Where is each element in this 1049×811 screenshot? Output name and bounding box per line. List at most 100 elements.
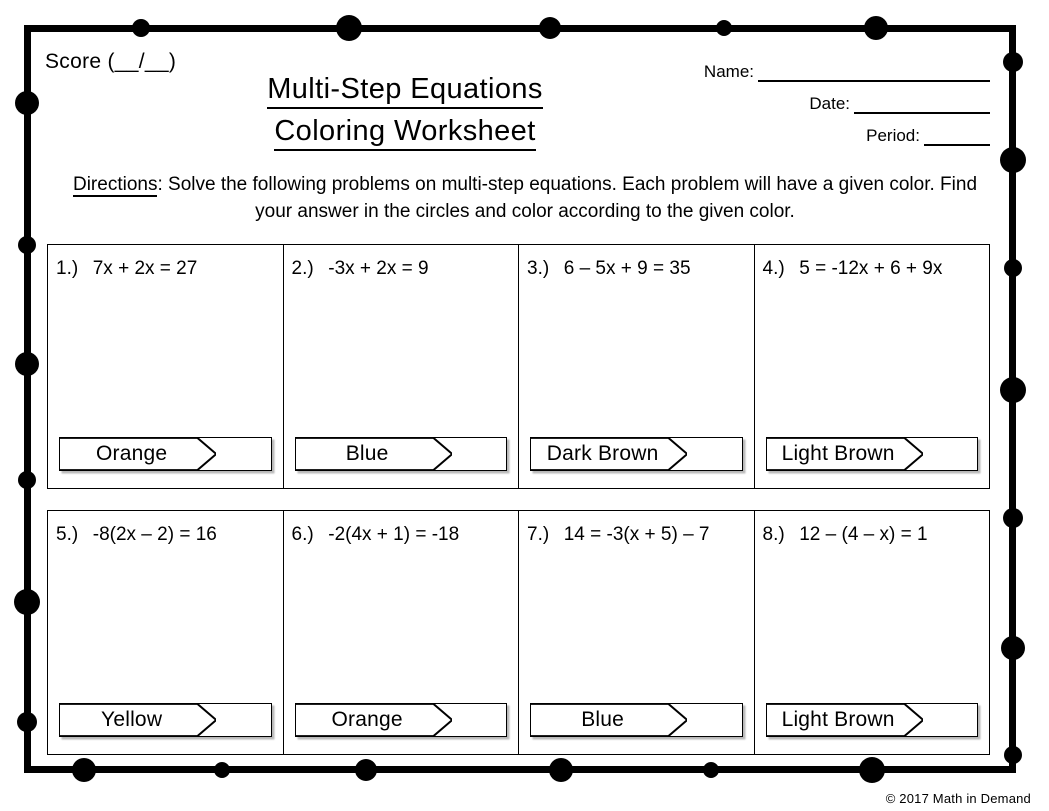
border-dot-left (15, 91, 39, 115)
problem-number: 3.) (527, 258, 550, 279)
border-dot-top (539, 17, 561, 39)
banner-arrow-shape: Dark Brown (530, 437, 688, 471)
problem-statement: 6.) -2(4x + 1) = -18 (284, 524, 519, 546)
color-label: Light Brown (781, 708, 895, 731)
color-banner: Blue (530, 703, 743, 737)
border-dot-bottom (355, 759, 377, 781)
border-dot-left (17, 712, 37, 732)
problem-cell: 7.) 14 = -3(x + 5) – 7 Blue (519, 511, 755, 754)
problem-equation: 6 – 5x + 9 = 35 (553, 258, 691, 279)
color-label: Dark Brown (546, 442, 659, 465)
copyright-notice: © 2017 Math in Demand (885, 791, 1031, 806)
banner-arrow-shape: Orange (294, 703, 452, 737)
date-label: Date: (809, 94, 850, 113)
color-banner: Light Brown (765, 437, 978, 471)
score-field: Score (__/__) (45, 50, 177, 73)
work-area[interactable] (755, 289, 990, 432)
problem-table-row-2: 5.) -8(2x – 2) = 16 Yellow 6.) -2(4x + 1) … (47, 510, 990, 755)
color-banner: Yellow (59, 703, 272, 737)
period-input-line[interactable] (924, 131, 990, 146)
border-dot-right (1004, 259, 1022, 277)
banner-arrow-shape: Blue (294, 437, 452, 471)
border-dot-right (1004, 746, 1022, 764)
border-dot-top (864, 16, 888, 40)
color-label: Blue (345, 442, 389, 465)
border-dot-left (15, 352, 39, 376)
problem-number: 2.) (291, 258, 314, 279)
name-row: Name: (650, 62, 990, 82)
name-label: Name: (703, 62, 754, 81)
color-banner: Blue (294, 437, 507, 471)
problem-equation: -2(4x + 1) = -18 (317, 524, 460, 545)
problem-equation: 14 = -3(x + 5) – 7 (553, 524, 710, 545)
problem-cell: 5.) -8(2x – 2) = 16 Yellow (48, 511, 284, 754)
border-dot-bottom (703, 762, 719, 778)
border-dot-right (1000, 377, 1026, 403)
problem-number: 5.) (56, 524, 79, 545)
problem-equation: -3x + 2x = 9 (317, 258, 429, 279)
title-line-2: Coloring Worksheet (274, 114, 536, 152)
border-dot-top (132, 19, 150, 37)
period-label: Period: (866, 126, 920, 145)
problem-equation: 12 – (4 – x) = 1 (788, 524, 928, 545)
color-banner: Dark Brown (530, 437, 743, 471)
color-label: Yellow (101, 708, 163, 731)
color-banner: Orange (59, 437, 272, 471)
banner-arrow-shape: Blue (530, 703, 688, 737)
work-area[interactable] (48, 289, 283, 432)
name-input-line[interactable] (758, 67, 990, 82)
date-input-line[interactable] (854, 99, 990, 114)
page-title: Multi-Step Equations Coloring Worksheet (240, 72, 570, 152)
problem-statement: 8.) 12 – (4 – x) = 1 (755, 524, 990, 546)
problem-cell: 1.) 7x + 2x = 27 Orange (48, 245, 284, 488)
banner-arrow-shape: Orange (59, 437, 217, 471)
student-info-block: Name: Date: Period: (650, 62, 990, 158)
work-area[interactable] (284, 289, 519, 432)
problem-statement: 7.) 14 = -3(x + 5) – 7 (519, 524, 754, 546)
problem-cell: 8.) 12 – (4 – x) = 1 Light Brown (755, 511, 990, 754)
problem-statement: 1.) 7x + 2x = 27 (48, 258, 283, 280)
date-row: Date: (650, 94, 990, 114)
border-dot-right (1001, 636, 1025, 660)
border-dot-left (18, 471, 36, 489)
work-area[interactable] (519, 555, 754, 698)
border-dot-bottom (72, 758, 96, 782)
border-dot-bottom (859, 757, 885, 783)
problem-statement: 2.) -3x + 2x = 9 (284, 258, 519, 280)
color-label: Orange (96, 442, 168, 465)
problem-cell: 3.) 6 – 5x + 9 = 35 Dark Brown (519, 245, 755, 488)
work-area[interactable] (755, 555, 990, 698)
border-dot-top (336, 15, 362, 41)
problem-statement: 4.) 5 = -12x + 6 + 9x (755, 258, 990, 280)
border-dot-right (1003, 52, 1023, 72)
problem-number: 4.) (762, 258, 785, 279)
border-dot-bottom (214, 762, 230, 778)
problem-equation: 7x + 2x = 27 (82, 258, 198, 279)
color-label: Blue (581, 708, 625, 731)
color-banner: Orange (294, 703, 507, 737)
problem-equation: 5 = -12x + 6 + 9x (788, 258, 943, 279)
color-label: Light Brown (781, 442, 895, 465)
border-dot-left (18, 236, 36, 254)
problem-cell: 6.) -2(4x + 1) = -18 Orange (284, 511, 519, 754)
work-area[interactable] (48, 555, 283, 698)
directions-text: : Solve the following problems on multi-… (157, 174, 978, 222)
problem-number: 6.) (291, 524, 314, 545)
problem-equation: -8(2x – 2) = 16 (82, 524, 217, 545)
border-dot-bottom (549, 758, 573, 782)
work-area[interactable] (284, 555, 519, 698)
color-label: Orange (331, 708, 403, 731)
border-dot-right (1000, 147, 1026, 173)
banner-arrow-shape: Yellow (59, 703, 217, 737)
problem-cell: 4.) 5 = -12x + 6 + 9x Light Brown (755, 245, 990, 488)
problem-number: 1.) (56, 258, 79, 279)
work-area[interactable] (519, 289, 754, 432)
title-line-1: Multi-Step Equations (267, 72, 543, 110)
problem-statement: 5.) -8(2x – 2) = 16 (48, 524, 283, 546)
problem-number: 7.) (527, 524, 550, 545)
border-dot-left (14, 589, 40, 615)
banner-arrow-shape: Light Brown (765, 437, 923, 471)
border-dot-top (716, 20, 732, 36)
problem-cell: 2.) -3x + 2x = 9 Blue (284, 245, 519, 488)
